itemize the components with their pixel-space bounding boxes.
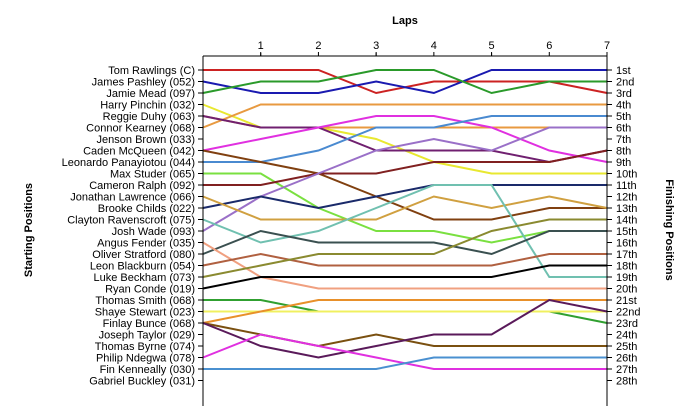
starting-position-label: James Pashley (052) bbox=[92, 77, 195, 89]
finishing-position-label: 27th bbox=[616, 364, 637, 376]
finishing-position-label: 20th bbox=[616, 284, 637, 296]
finishing-position-label: 15th bbox=[616, 226, 637, 238]
x-tick-label: 4 bbox=[431, 40, 437, 52]
finishing-position-label: 22nd bbox=[616, 307, 640, 319]
finishing-position-label: 17th bbox=[616, 249, 637, 261]
series-line-19 bbox=[202, 252, 607, 267]
finishing-position-label: 2nd bbox=[616, 77, 634, 89]
series-line-28 bbox=[203, 356, 607, 370]
x-tick-label: 2 bbox=[315, 40, 321, 52]
labels-layer: Tom Rawlings (C)James Pashley (052)Jamie… bbox=[62, 65, 641, 388]
finishing-position-label: 12th bbox=[616, 192, 637, 204]
series-line-3 bbox=[202, 69, 607, 95]
starting-position-label: Philip Ndegwa (078) bbox=[96, 353, 195, 365]
finishing-position-label: 24th bbox=[616, 330, 637, 342]
starting-position-label: Clayton Ravenscroft (075) bbox=[67, 215, 195, 227]
x-tick-label: 1 bbox=[258, 40, 264, 52]
starting-position-label: Cameron Ralph (092) bbox=[89, 180, 195, 192]
finishing-position-label: 13th bbox=[616, 203, 637, 215]
finishing-position-label: 18th bbox=[616, 261, 637, 273]
series-line-20 bbox=[202, 218, 607, 278]
starting-position-label: Jamie Mead (097) bbox=[106, 88, 195, 100]
finishing-position-label: 25th bbox=[616, 341, 637, 353]
starting-position-label: Finlay Bunce (068) bbox=[103, 318, 195, 330]
y-axis-title-right: Finishing Positions bbox=[663, 179, 675, 280]
series-line-21 bbox=[202, 264, 607, 290]
series-line-8 bbox=[202, 115, 608, 163]
starting-position-label: Angus Fender (035) bbox=[97, 238, 195, 250]
x-tick-label: 6 bbox=[546, 40, 552, 52]
finishing-position-label: 11th bbox=[616, 180, 637, 192]
starting-position-label: Brooke Childs (022) bbox=[98, 203, 195, 215]
series-line-6 bbox=[202, 103, 607, 129]
series-line-2 bbox=[202, 69, 607, 95]
finishing-position-label: 19th bbox=[616, 272, 637, 284]
starting-position-label: Connor Kearney (068) bbox=[86, 123, 195, 135]
starting-position-label: Oliver Stratford (080) bbox=[92, 249, 195, 261]
finishing-position-label: 1st bbox=[616, 65, 631, 77]
series-layer bbox=[202, 69, 608, 370]
starting-position-label: Caden McQueen (042) bbox=[83, 146, 195, 158]
starting-position-label: Gabriel Buckley (031) bbox=[89, 376, 195, 388]
starting-position-label: Leon Blackburn (054) bbox=[90, 261, 195, 273]
series-line-14 bbox=[202, 184, 607, 210]
series-line-17 bbox=[202, 229, 607, 256]
x-axis-title: Laps bbox=[392, 15, 418, 27]
series-line-12 bbox=[203, 149, 608, 186]
starting-position-label: Luke Beckham (073) bbox=[94, 272, 196, 284]
finishing-position-label: 6th bbox=[616, 123, 631, 135]
finishing-position-label: 26th bbox=[616, 353, 637, 365]
starting-position-label: Ryan Conde (019) bbox=[105, 284, 195, 296]
starting-position-label: Leonardo Panayiotou (044) bbox=[62, 157, 195, 169]
series-line-13 bbox=[202, 126, 607, 232]
starting-position-label: Harry Pinchin (032) bbox=[100, 100, 195, 112]
series-line-16 bbox=[202, 184, 607, 278]
series-line-24 bbox=[202, 299, 607, 324]
starting-position-label: Thomas Smith (068) bbox=[95, 295, 195, 307]
finishing-position-label: 23rd bbox=[616, 318, 638, 330]
x-tick-label: 5 bbox=[489, 40, 495, 52]
starting-position-label: Fin Kenneally (030) bbox=[100, 364, 195, 376]
finishing-position-label: 16th bbox=[616, 238, 637, 250]
finishing-position-label: 3rd bbox=[616, 88, 632, 100]
series-line-7 bbox=[202, 115, 608, 164]
finishing-position-label: 4th bbox=[616, 100, 631, 112]
series-line-5 bbox=[202, 115, 607, 129]
starting-position-label: Reggie Duhy (063) bbox=[103, 111, 195, 123]
finishing-position-label: 5th bbox=[616, 111, 631, 123]
x-tick-label: 3 bbox=[373, 40, 379, 52]
x-tick-label: 7 bbox=[604, 40, 610, 52]
finishing-position-label: 14th bbox=[616, 215, 637, 227]
finishing-position-label: 9th bbox=[616, 157, 631, 169]
starting-position-label: Jenson Brown (033) bbox=[97, 134, 195, 146]
finishing-position-label: 21st bbox=[616, 295, 637, 307]
series-line-9 bbox=[203, 115, 607, 163]
starting-position-label: Shaye Stewart (023) bbox=[95, 307, 195, 319]
starting-position-label: Tom Rawlings (C) bbox=[108, 65, 195, 77]
series-line-18 bbox=[202, 241, 607, 290]
finishing-position-label: 8th bbox=[616, 146, 631, 158]
series-line-15 bbox=[202, 195, 608, 221]
starting-position-label: Joseph Taylor (029) bbox=[99, 330, 195, 342]
starting-position-label: Max Studer (065) bbox=[110, 169, 195, 181]
finishing-position-label: 7th bbox=[616, 134, 631, 146]
axes-layer: 1 2 3 4 5 6 7 bbox=[198, 40, 612, 406]
y-axis-title-left: Starting Positions bbox=[23, 183, 35, 277]
finishing-position-label: 28th bbox=[616, 376, 637, 388]
starting-position-label: Josh Wade (093) bbox=[112, 226, 195, 238]
series-line-26 bbox=[202, 298, 608, 359]
starting-position-label: Jonathan Lawrence (066) bbox=[70, 192, 195, 204]
finishing-position-label: 10th bbox=[616, 169, 637, 181]
series-line-11 bbox=[203, 172, 607, 244]
starting-position-label: Thomas Byrne (074) bbox=[95, 341, 195, 353]
